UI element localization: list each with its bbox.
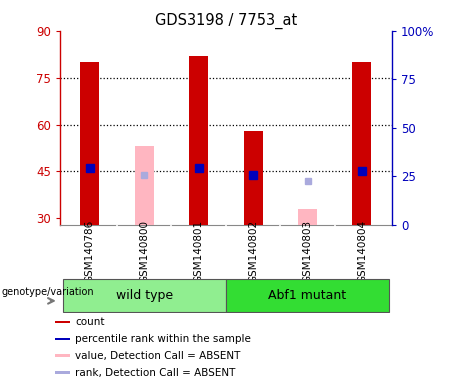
Bar xyxy=(189,56,208,225)
Bar xyxy=(55,321,70,323)
Text: wild type: wild type xyxy=(116,289,173,302)
Bar xyxy=(226,279,389,312)
Title: GDS3198 / 7753_at: GDS3198 / 7753_at xyxy=(155,13,297,29)
Bar xyxy=(55,338,70,340)
Bar xyxy=(63,279,226,312)
Text: genotype/variation: genotype/variation xyxy=(1,286,94,296)
Bar xyxy=(55,354,70,357)
Text: Abf1 mutant: Abf1 mutant xyxy=(268,289,347,302)
Bar xyxy=(352,62,372,225)
Text: value, Detection Call = ABSENT: value, Detection Call = ABSENT xyxy=(75,351,241,361)
Text: percentile rank within the sample: percentile rank within the sample xyxy=(75,334,251,344)
Text: GSM140786: GSM140786 xyxy=(85,220,95,283)
Bar xyxy=(243,131,263,225)
Bar xyxy=(55,371,70,374)
Text: GSM140802: GSM140802 xyxy=(248,220,258,283)
Text: GSM140801: GSM140801 xyxy=(194,220,204,283)
Text: GSM140803: GSM140803 xyxy=(302,220,313,283)
Text: rank, Detection Call = ABSENT: rank, Detection Call = ABSENT xyxy=(75,367,236,377)
Text: GSM140800: GSM140800 xyxy=(139,220,149,283)
Text: count: count xyxy=(75,317,105,327)
Bar xyxy=(298,209,317,225)
Bar xyxy=(80,62,100,225)
Bar xyxy=(135,146,154,225)
Text: GSM140804: GSM140804 xyxy=(357,220,367,283)
